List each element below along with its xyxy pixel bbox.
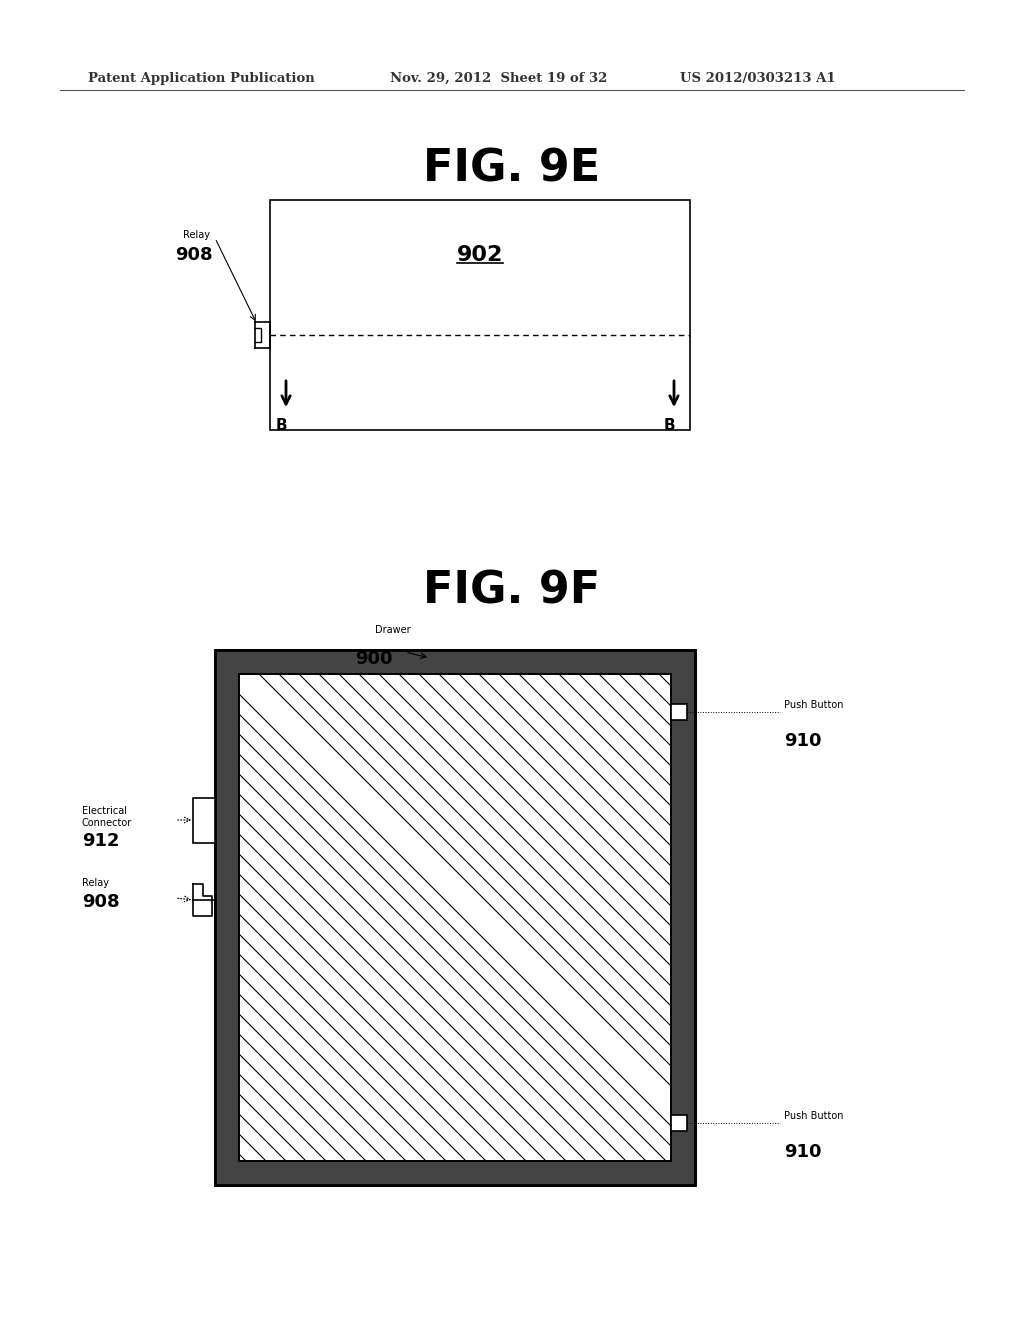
Text: 908: 908 bbox=[82, 894, 120, 911]
Text: 910: 910 bbox=[784, 1143, 821, 1162]
Bar bbox=[671, 649, 695, 1185]
Bar bbox=[270, 201, 690, 430]
Bar bbox=[671, 1115, 687, 1131]
Bar bbox=[671, 704, 687, 719]
Text: Patent Application Publication: Patent Application Publication bbox=[88, 73, 314, 84]
Text: FIG. 9E: FIG. 9E bbox=[423, 148, 601, 191]
Text: Drawer: Drawer bbox=[375, 624, 411, 635]
Text: Relay: Relay bbox=[183, 230, 210, 240]
Bar bbox=[215, 649, 695, 1185]
Text: 908: 908 bbox=[175, 246, 213, 264]
Text: B: B bbox=[664, 418, 675, 433]
Bar bbox=[215, 1162, 695, 1185]
Bar bbox=[215, 649, 695, 1185]
Bar bbox=[239, 675, 671, 1162]
Bar bbox=[193, 797, 215, 842]
Text: 900: 900 bbox=[355, 649, 392, 668]
Text: Relay: Relay bbox=[82, 878, 109, 888]
Text: B: B bbox=[275, 418, 287, 433]
Text: Push Button: Push Button bbox=[784, 1111, 844, 1121]
Text: Electrical
Connector: Electrical Connector bbox=[82, 807, 132, 829]
Text: Nov. 29, 2012  Sheet 19 of 32: Nov. 29, 2012 Sheet 19 of 32 bbox=[390, 73, 607, 84]
Text: 912: 912 bbox=[82, 832, 120, 850]
Text: US 2012/0303213 A1: US 2012/0303213 A1 bbox=[680, 73, 836, 84]
Text: 910: 910 bbox=[784, 733, 821, 750]
Bar bbox=[215, 649, 239, 1185]
Bar bbox=[239, 675, 671, 1162]
Text: Push Button: Push Button bbox=[784, 700, 844, 710]
Text: FIG. 9F: FIG. 9F bbox=[424, 570, 600, 612]
Bar bbox=[215, 649, 695, 675]
Text: 902: 902 bbox=[457, 246, 503, 265]
